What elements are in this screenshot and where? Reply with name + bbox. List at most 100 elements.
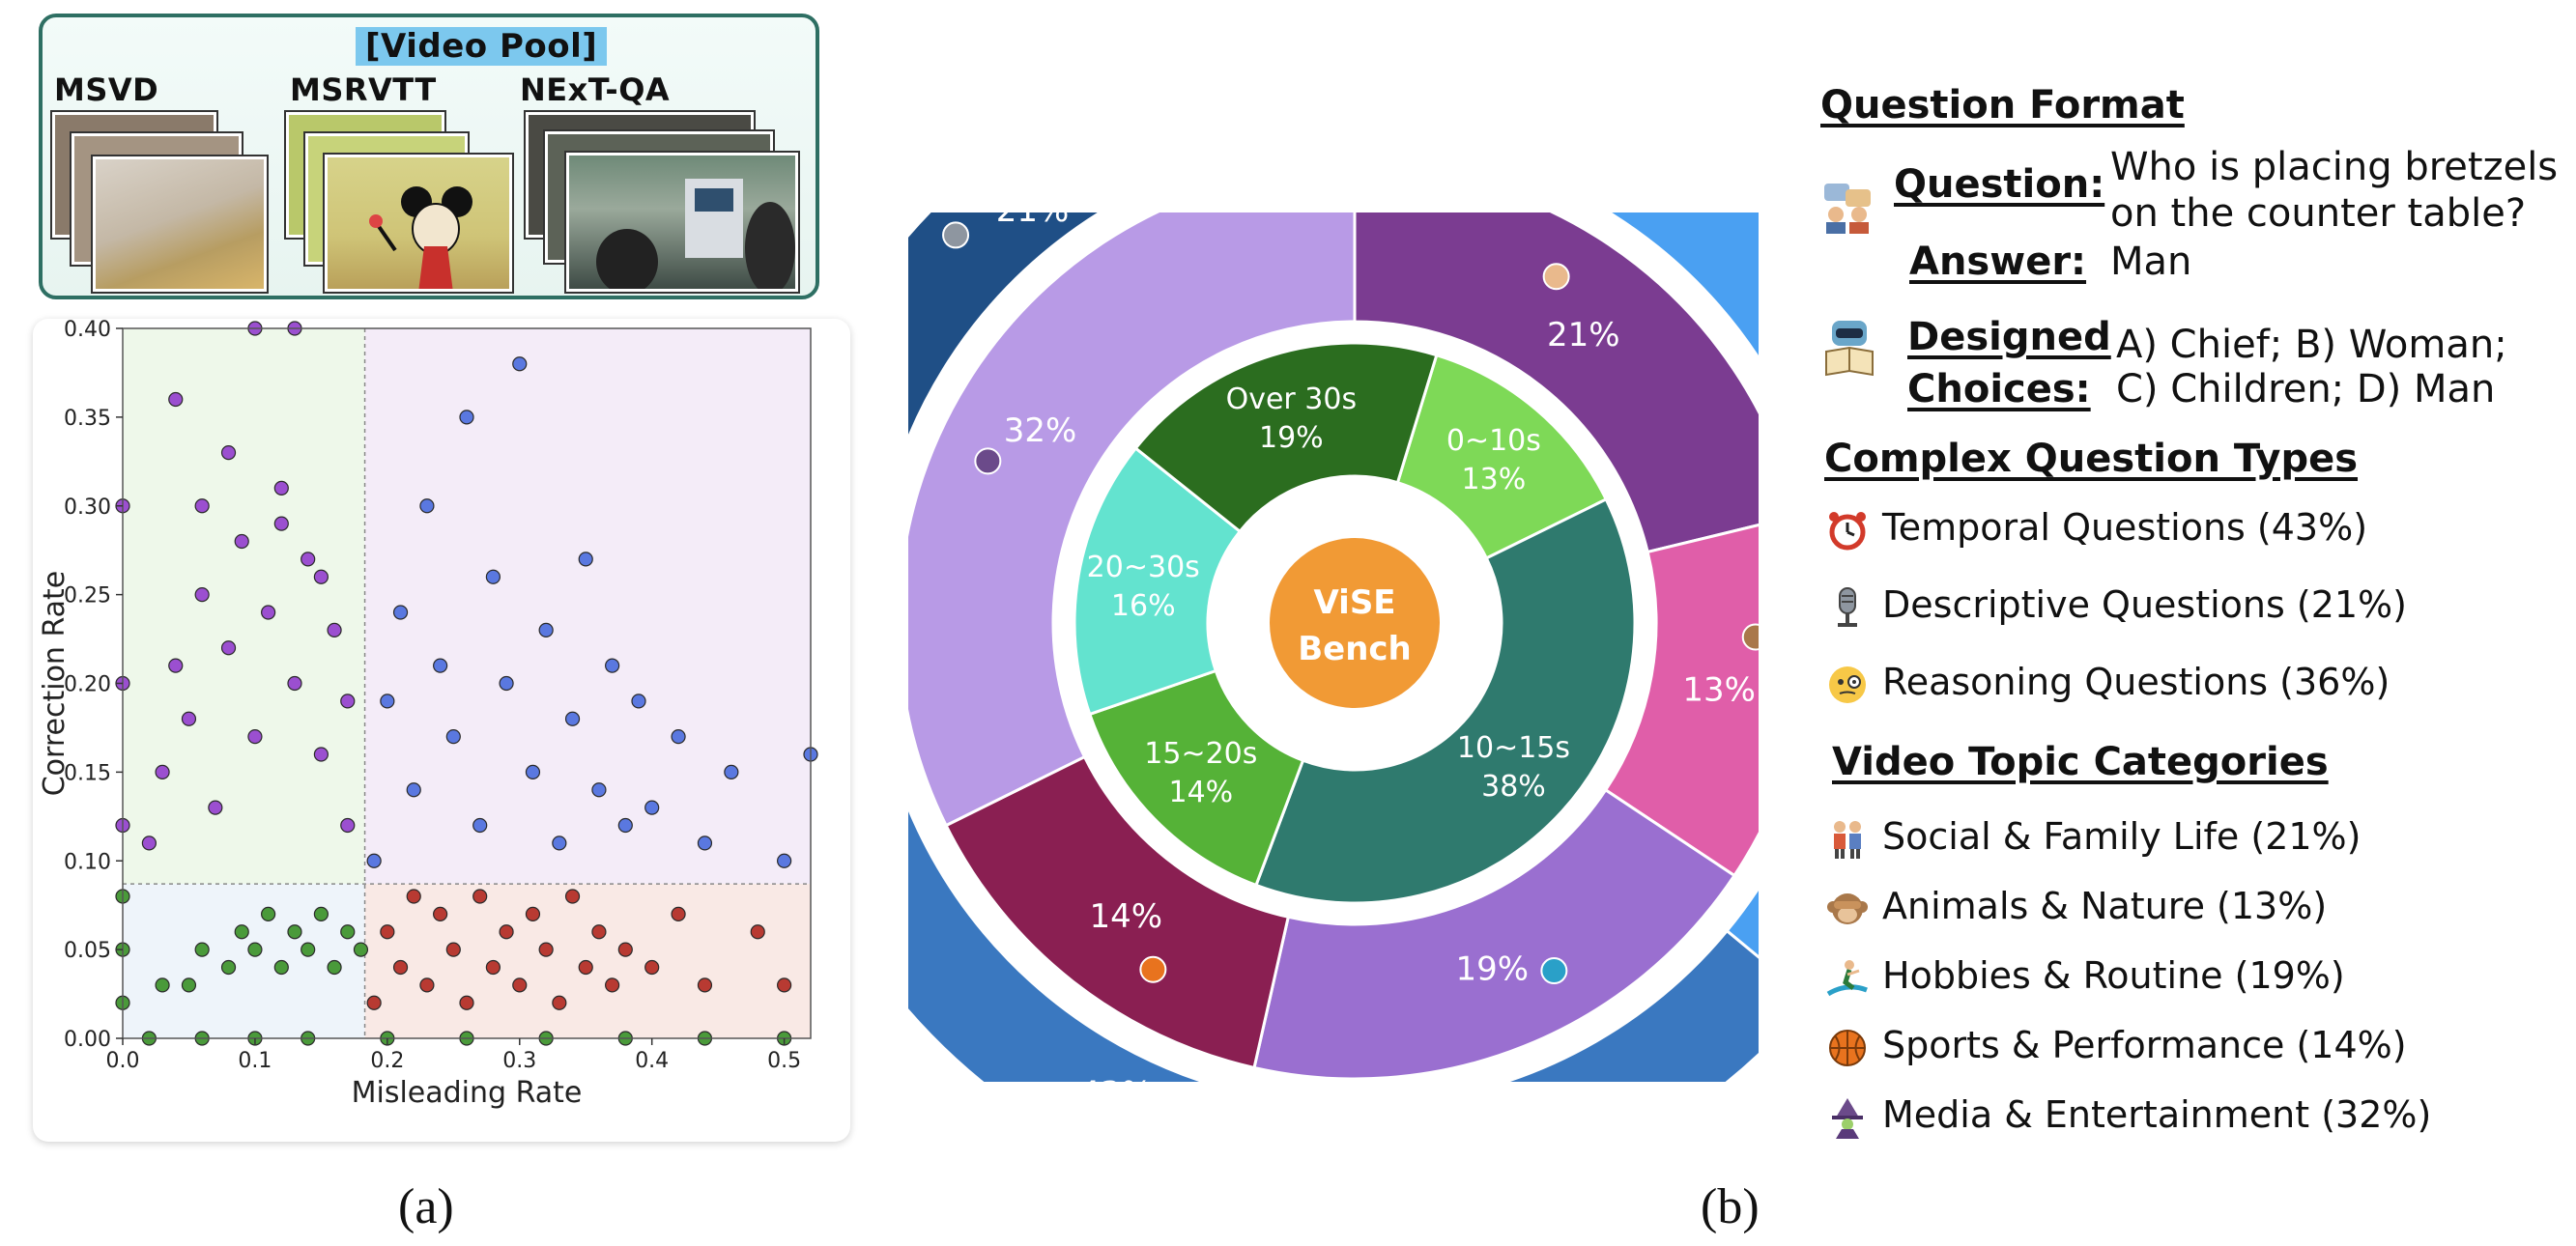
series-green [115, 889, 792, 1046]
face-with-monocle-icon [1829, 665, 1866, 703]
legend-item-social-label: Social & Family Life (21%) [1882, 815, 2361, 858]
scatter-point-red [472, 889, 488, 904]
x-tick-label: 0.2 [370, 1049, 404, 1073]
scatter-point-purple [194, 587, 210, 603]
x-tick-label: 0.0 [106, 1049, 140, 1073]
series-red [366, 889, 792, 1010]
scatter-point-blue [392, 605, 409, 620]
scatter-point-purple [340, 817, 356, 834]
donut-slice-topic [1353, 212, 1759, 554]
scatter-point-blue [605, 658, 620, 673]
series-blue [366, 356, 818, 868]
scatter-point-red [459, 995, 474, 1010]
choices-label-line-1: Designed [1907, 315, 2111, 359]
y-tick-label: 0.00 [64, 1028, 111, 1052]
scatter-point-red [578, 959, 593, 976]
scatter-point-green [313, 906, 329, 921]
scatter-point-blue [366, 853, 382, 868]
video-frame-kitchen [93, 156, 267, 292]
scatter-point-blue [671, 729, 686, 745]
scatter-point-green [194, 942, 210, 957]
scatter-point-blue [445, 729, 461, 745]
donut-slice-question_type [908, 212, 1103, 442]
x-tick-label: 0.3 [502, 1049, 536, 1073]
scatter-point-purple [287, 675, 302, 692]
scatter-point-green [155, 977, 170, 993]
legend-item-reasoning-label: Reasoning Questions (36%) [1882, 661, 2390, 703]
legend-item-animals: Animals & Nature (13%) [1826, 885, 2327, 930]
scatter-point-green [220, 959, 237, 976]
scatter-point-purple [168, 391, 184, 408]
scatter-point-blue [380, 694, 395, 709]
complex-question-types-heading: Complex Question Types [1824, 437, 2359, 481]
slice-percent: 38% [1481, 770, 1546, 804]
donut-slice-topic [1252, 787, 1737, 1081]
scatter-point-blue [564, 711, 581, 726]
legend-item-sports-label: Sports & Performance (14%) [1882, 1024, 2407, 1066]
legend-item-hobbies: Hobbies & Routine (19%) [1826, 954, 2345, 1000]
y-tick-label: 0.20 [64, 673, 111, 697]
legend-item-sports: Sports & Performance (14%) [1826, 1024, 2407, 1069]
scatter-point-blue [631, 694, 646, 709]
scatter-point-red [538, 942, 554, 957]
scatter-point-blue [499, 675, 514, 692]
legend-item-hobbies-label: Hobbies & Routine (19%) [1882, 954, 2345, 997]
basketball-icon [1829, 1029, 1866, 1066]
x-tick-label: 0.4 [635, 1049, 669, 1073]
donut-slice-duration [1133, 341, 1439, 534]
people-talking-icon [1820, 180, 1875, 238]
legend-item-descriptive: Descriptive Questions (21%) [1826, 583, 2407, 629]
y-tick-label: 0.25 [64, 584, 111, 609]
scatter-point-red [697, 977, 713, 993]
basketball-icon [1139, 955, 1167, 983]
slice-percent: 13% [1682, 671, 1756, 710]
scatter-point-purple [273, 516, 289, 531]
scatter-point-red [406, 889, 421, 904]
slice-label: 0~10s [1446, 424, 1541, 458]
scatter-point-red [777, 977, 792, 993]
scatter-point-purple [141, 835, 157, 851]
y-tick-label: 0.15 [64, 761, 111, 785]
cartoon-character-illustration [369, 186, 472, 289]
slice-percent: 19% [1456, 950, 1530, 989]
donut-slice-question_type [1606, 212, 1759, 959]
source-label-nextqa: NExT-QA [520, 71, 671, 108]
scatter-point-blue [538, 622, 554, 637]
scatter-point-red [380, 924, 395, 940]
scatter-point-purple [220, 445, 237, 461]
answer-text: Man [2110, 240, 2192, 284]
video-pool-title: [Video Pool] [356, 27, 608, 66]
y-tick-label: 0.05 [64, 939, 111, 963]
scatter-point-green [273, 959, 289, 976]
center-label-line-2: Bench [1298, 630, 1412, 668]
scatter-point-blue [433, 658, 448, 673]
scatter-point-red [366, 995, 382, 1010]
slice-percent: 14% [1169, 776, 1234, 809]
question-text-line-2: on the counter table? [2110, 191, 2527, 236]
donut-slice-duration [1254, 496, 1637, 905]
scatter-point-blue [525, 764, 541, 779]
scatter-point-red [605, 977, 620, 993]
answer-label: Answer: [1909, 240, 2087, 284]
scatter-point-blue [617, 817, 633, 834]
nested-donut-chart: 0~10s 13% 10~15s 38% 15~20s 14% 20~30s 16% Over … [908, 212, 1759, 1082]
video-pool-box: [Video Pool] MSVD MSRVTT NExT-QA [39, 14, 819, 299]
scatter-point-green [301, 942, 316, 957]
couple-icon [1542, 263, 1570, 291]
video-topic-categories-heading: Video Topic Categories [1832, 740, 2329, 784]
scatter-point-purple [301, 552, 316, 567]
scatter-point-purple [327, 622, 342, 637]
center-circle [1270, 538, 1440, 708]
scatter-point-blue [419, 498, 435, 514]
slice-percent: 21% [996, 212, 1070, 230]
legend-item-reasoning: Reasoning Questions (36%) [1826, 661, 2390, 706]
slice-percent: 32% [1004, 411, 1077, 450]
scatter-point-purple [234, 533, 249, 550]
video-frame-cartoon [325, 155, 512, 292]
region-top-right [364, 328, 811, 885]
y-tick-label: 0.10 [64, 850, 111, 874]
legend-item-media-label: Media & Entertainment (32%) [1882, 1093, 2432, 1136]
y-tick-label: 0.40 [64, 319, 111, 342]
scatter-point-red [564, 889, 581, 904]
center-label-line-1: ViSE [1313, 583, 1395, 622]
